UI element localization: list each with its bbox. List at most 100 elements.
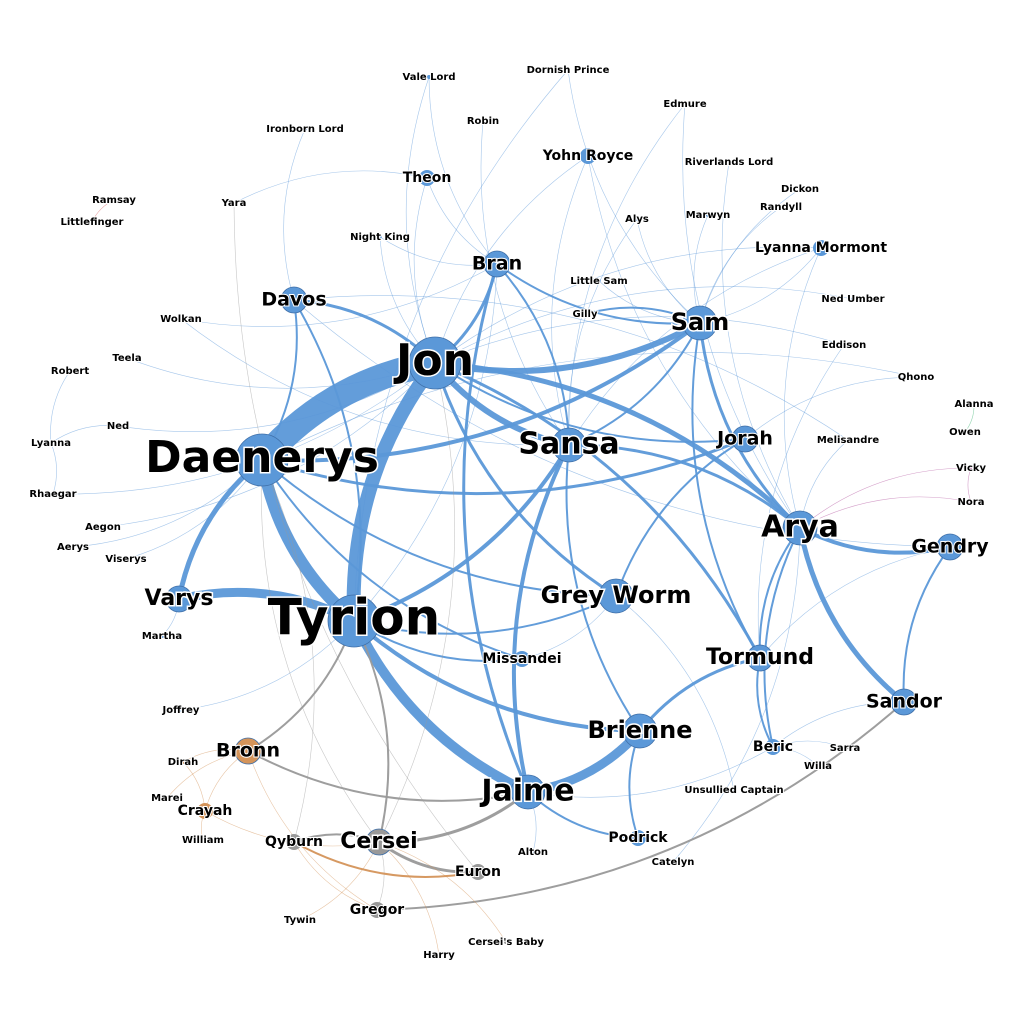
node-sam[interactable] — [682, 305, 718, 341]
node-nora[interactable] — [969, 500, 973, 504]
node-podrick[interactable] — [630, 830, 646, 846]
node-missandei[interactable] — [514, 651, 530, 667]
node-qyburn[interactable] — [286, 834, 302, 850]
node-viserys[interactable] — [124, 557, 128, 561]
node-euron[interactable] — [470, 864, 486, 880]
label-cersei: Cersei — [340, 829, 417, 854]
label-littlefinger: Littlefinger — [61, 217, 124, 228]
edge-alys-sansa — [568, 218, 638, 446]
node-brienne[interactable] — [622, 713, 658, 749]
node-dornish-prince[interactable] — [566, 68, 570, 72]
node-willa[interactable] — [816, 764, 820, 768]
node-yara[interactable] — [232, 201, 236, 205]
label-crayah: Crayah — [178, 803, 233, 819]
node-crayah[interactable] — [197, 803, 213, 819]
node-dickon[interactable] — [798, 187, 802, 191]
edge-unsullied-captain-grey-worm — [615, 595, 735, 791]
node-catelyn[interactable] — [671, 860, 675, 864]
node-cersei[interactable] — [365, 828, 393, 856]
node-yohn-royce[interactable] — [580, 148, 596, 164]
node-owen[interactable] — [963, 430, 967, 434]
label-brienne: Brienne — [587, 716, 692, 744]
node-rhaegar[interactable] — [51, 492, 55, 496]
node-little-sam[interactable] — [597, 279, 601, 283]
node-unsullied-captain[interactable] — [732, 788, 736, 792]
node-ned[interactable] — [116, 424, 120, 428]
node-ramsay[interactable] — [112, 198, 116, 202]
node-alys[interactable] — [635, 217, 639, 221]
node-vale-lord[interactable] — [427, 75, 431, 79]
node-ned-umber[interactable] — [851, 297, 855, 301]
label-aerys: Aerys — [57, 542, 89, 553]
node-randyll[interactable] — [779, 205, 783, 209]
node-night-king[interactable] — [378, 235, 382, 239]
node-arya[interactable] — [782, 510, 818, 546]
node-sandor[interactable] — [890, 688, 918, 716]
label-catelyn: Catelyn — [652, 857, 695, 868]
label-vicky: Vicky — [956, 463, 987, 474]
node-eddison[interactable] — [842, 343, 846, 347]
edge-nora-arya — [799, 496, 972, 529]
label-jorah: Jorah — [715, 428, 773, 450]
node-davos[interactable] — [280, 286, 308, 314]
edge-dornish-prince-tyrion — [353, 69, 569, 622]
edge-sansa-bran — [496, 263, 570, 446]
node-edmure[interactable] — [683, 102, 687, 106]
node-aerys[interactable] — [71, 545, 75, 549]
node-gilly[interactable] — [583, 312, 587, 316]
label-beric: Beric — [753, 739, 793, 755]
node-marwyn[interactable] — [706, 213, 710, 217]
node-sarra[interactable] — [843, 746, 847, 750]
edge-jon-jorah — [434, 362, 746, 443]
node-ironborn-lord[interactable] — [303, 127, 307, 131]
edge-edmure-sansa — [568, 103, 686, 446]
edge-sansa-sam — [568, 322, 701, 446]
node-bran[interactable] — [483, 250, 511, 278]
node-william[interactable] — [201, 838, 205, 842]
node-robin[interactable] — [481, 119, 485, 123]
node-aegon[interactable] — [101, 525, 105, 529]
node-vicky[interactable] — [969, 466, 973, 470]
node-marei[interactable] — [165, 796, 169, 800]
edge-sandor-beric — [772, 701, 905, 748]
node-bronn[interactable] — [234, 737, 262, 765]
node-harry[interactable] — [437, 953, 441, 957]
node-robert[interactable] — [68, 369, 72, 373]
node-gendry[interactable] — [936, 533, 964, 561]
node-alton[interactable] — [531, 850, 535, 854]
label-layer: Ramsay Littlefinger Vale Lord Dornish Princ… — [28, 64, 994, 962]
node-lyanna[interactable] — [49, 441, 53, 445]
node-sansa[interactable] — [551, 427, 587, 463]
node-melisandre[interactable] — [846, 438, 850, 442]
node-jon[interactable] — [408, 336, 462, 390]
node-wolkan[interactable] — [179, 317, 183, 321]
edge-qhono-jorah — [744, 376, 917, 440]
node-cersei-baby[interactable] — [504, 940, 508, 944]
label-randyll: Randyll — [760, 202, 802, 213]
node-grey-worm[interactable] — [598, 578, 634, 614]
node-jorah[interactable] — [731, 425, 759, 453]
node-alanna[interactable] — [972, 402, 976, 406]
edge-vale-lord-bran — [428, 76, 498, 265]
node-qhono[interactable] — [914, 375, 918, 379]
edge-lyanna-mormont-arya — [783, 247, 822, 529]
node-tywin[interactable] — [298, 918, 302, 922]
node-gregor[interactable] — [369, 902, 385, 918]
node-daenerys[interactable] — [235, 433, 289, 487]
edge-lyanna-mormont-sansa — [568, 247, 822, 446]
edge-melisandre-davos — [293, 295, 849, 441]
node-lyanna-mormont[interactable] — [813, 240, 829, 256]
node-riverlands-lord[interactable] — [727, 160, 731, 164]
node-martha[interactable] — [160, 634, 164, 638]
node-tormund[interactable] — [746, 644, 774, 672]
node-varys[interactable] — [165, 585, 193, 613]
node-jaime[interactable] — [510, 774, 546, 810]
label-nora: Nora — [958, 497, 985, 508]
node-tyrion[interactable] — [327, 594, 381, 648]
node-theon[interactable] — [419, 170, 435, 186]
node-littlefinger[interactable] — [90, 220, 94, 224]
node-dirah[interactable] — [181, 760, 185, 764]
node-beric[interactable] — [765, 739, 781, 755]
node-joffrey[interactable] — [179, 708, 183, 712]
node-teela[interactable] — [125, 356, 129, 360]
